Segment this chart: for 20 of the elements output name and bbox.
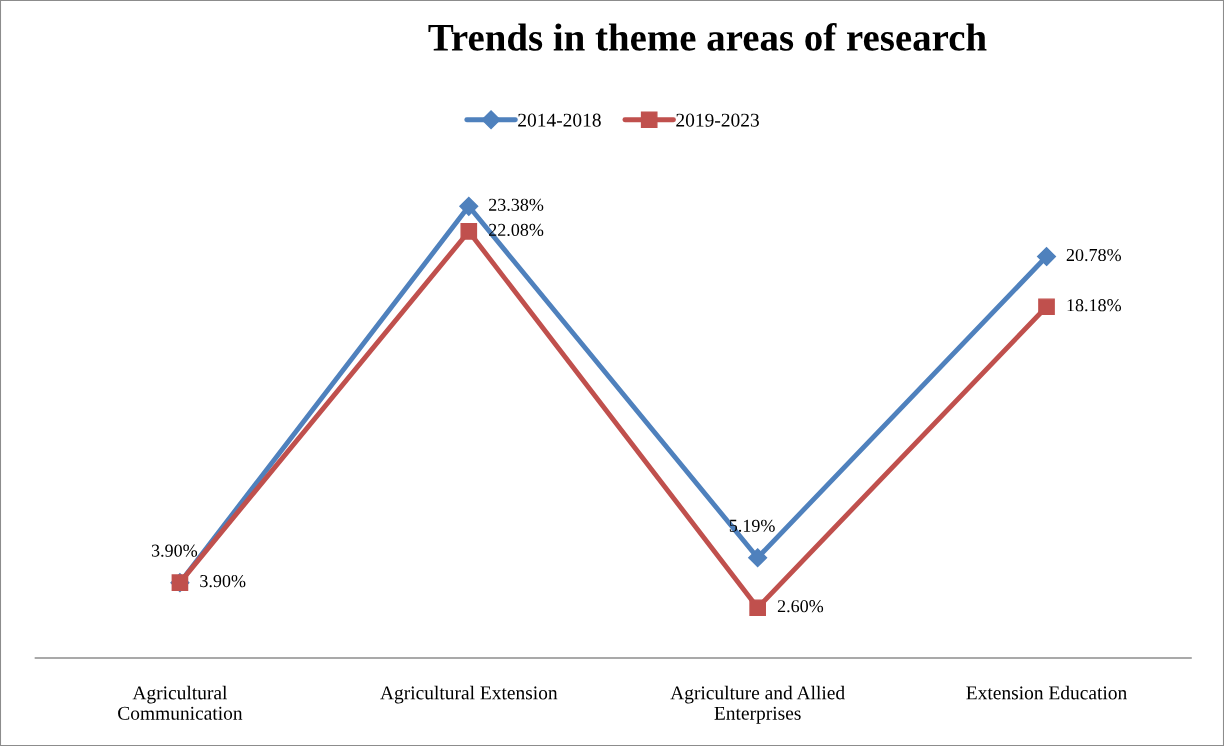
data-label: 22.08% [489,223,544,237]
data-label: 23.38% [489,198,544,211]
data-label: 2.60% [777,600,824,613]
x-tick-label: Extension Education [966,685,1127,700]
point [459,196,479,216]
point [1036,247,1057,267]
data-label: 3.90% [151,544,198,557]
x-tick-label: Agricultural Extension [380,685,558,704]
legend-label: 2019-2023 [676,113,759,127]
point [749,599,766,617]
data-label: 18.18% [1067,299,1122,312]
point [460,223,478,240]
chart-title: Trends in theme areas of research [428,23,987,51]
legend-label: 2014-2018 [518,113,601,127]
data-label: 3.90% [200,574,246,588]
x-tick-label: Agriculture and Allied Enterprises [670,685,845,724]
point [1038,298,1055,316]
x-tick-label: Agricultural Communication [118,685,243,720]
point [748,548,768,568]
data-label: 20.78% [1066,248,1122,262]
